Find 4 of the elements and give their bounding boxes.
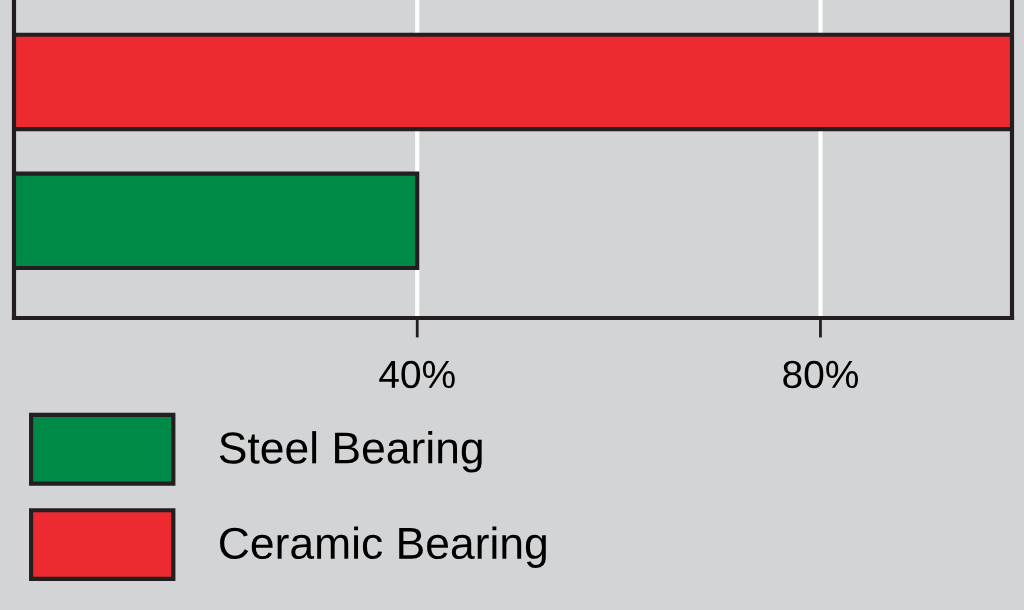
legend-label: Ceramic Bearing [220, 526, 546, 568]
legend-label: Steel Bearing [219, 431, 482, 473]
x-tick-label: 80% [783, 360, 858, 389]
x-tick-label: 40% [379, 360, 455, 389]
